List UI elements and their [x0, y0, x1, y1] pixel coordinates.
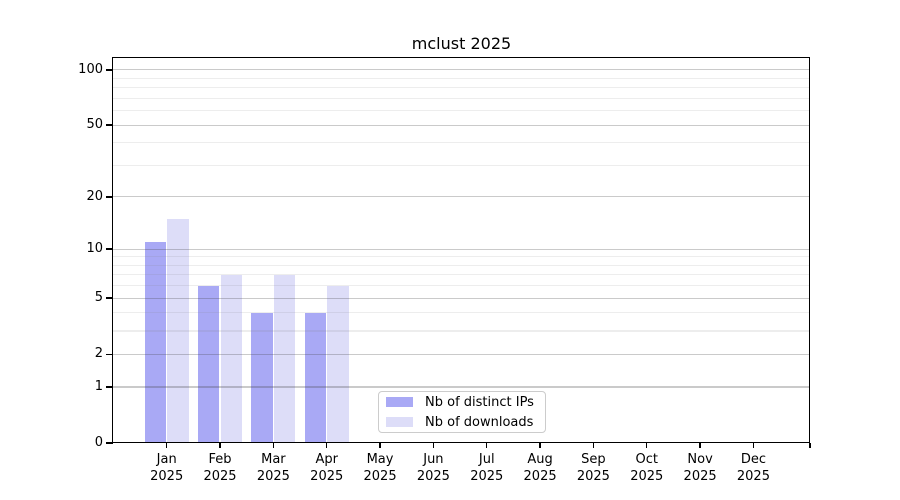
- x-tick-label-year-oct: 2025: [630, 468, 664, 484]
- x-tick-label-month-aug: Aug: [527, 452, 553, 467]
- bar-nb-of-distinct-ips-feb: [198, 285, 220, 443]
- x-tick-label-oct: Oct 2025: [607, 452, 687, 485]
- x-tick-apr: [326, 443, 328, 448]
- y-tick-label-10: 10: [86, 241, 103, 257]
- y-tick-label-5: 5: [94, 290, 103, 306]
- x-tick-label-month-feb: Feb: [208, 452, 232, 467]
- x-tick-label-month-jul: Jul: [478, 452, 495, 467]
- x-tick-label-feb: Feb 2025: [180, 452, 260, 485]
- x-tick-right-edge: [809, 443, 811, 448]
- y-tick-label-1: 1: [94, 378, 103, 394]
- x-tick-label-year-dec: 2025: [736, 468, 770, 484]
- x-tick-label-jan: Jan 2025: [127, 452, 207, 485]
- bar-nb-of-downloads-mar: [273, 274, 296, 443]
- x-tick-jun: [432, 443, 435, 448]
- x-tick-label-year-aug: 2025: [523, 468, 557, 484]
- y-tick-label-2: 2: [94, 346, 103, 362]
- chart-title: mclust 2025: [411, 34, 512, 53]
- legend-swatch-distinct-ips: [386, 397, 413, 407]
- y-tick-0: [106, 442, 113, 444]
- minor-gridline-y-60: [113, 110, 810, 112]
- y-tick-2: [106, 353, 113, 355]
- bar-nb-of-downloads-apr: [327, 285, 349, 443]
- legend-item-downloads: Nb of downloads: [386, 412, 545, 432]
- x-tick-label-month-mar: Mar: [261, 452, 286, 467]
- bar-nb-of-downloads-jan: [167, 218, 189, 443]
- x-tick-feb: [219, 443, 221, 448]
- bar-nb-of-distinct-ips-apr: [304, 312, 327, 443]
- x-tick-label-jun: Jun 2025: [393, 452, 473, 485]
- y-tick-20: [106, 196, 113, 198]
- x-tick-label-year-apr: 2025: [310, 468, 344, 484]
- y-tick-50: [106, 124, 113, 126]
- x-tick-label-jul: Jul 2025: [447, 452, 527, 485]
- x-tick-label-aug: Aug 2025: [500, 452, 580, 485]
- x-tick-label-year-jul: 2025: [470, 468, 504, 484]
- x-tick-label-apr: Apr 2025: [287, 452, 367, 485]
- minor-gridline-y-9: [113, 256, 810, 258]
- x-tick-label-month-sep: Sep: [581, 452, 606, 467]
- y-tick-5: [106, 297, 113, 299]
- major-gridline-y-100: [113, 69, 810, 71]
- x-tick-sep: [592, 443, 595, 448]
- x-tick-label-month-jan: Jan: [156, 452, 177, 467]
- minor-gridline-y-30: [113, 164, 810, 166]
- legend-label-downloads: Nb of downloads: [425, 414, 534, 430]
- x-tick-label-month-nov: Nov: [687, 452, 713, 467]
- y-tick-label-50: 50: [86, 117, 103, 133]
- x-tick-label-nov: Nov 2025: [660, 452, 740, 485]
- x-tick-label-year-mar: 2025: [256, 468, 290, 484]
- legend-swatch-downloads: [386, 417, 413, 427]
- x-tick-nov: [699, 443, 701, 448]
- x-tick-dec: [752, 443, 755, 448]
- x-tick-label-year-jan: 2025: [150, 468, 184, 484]
- x-tick-label-year-sep: 2025: [576, 468, 610, 484]
- major-gridline-y-20: [113, 196, 810, 198]
- major-gridline-y-50: [113, 124, 810, 126]
- bar-nb-of-downloads-feb: [220, 274, 243, 443]
- x-tick-label-month-jun: Jun: [423, 452, 444, 467]
- legend: Nb of distinct IPs Nb of downloads: [378, 391, 546, 433]
- x-tick-label-sep: Sep 2025: [553, 452, 633, 485]
- x-tick-label-may: May 2025: [340, 452, 420, 485]
- y-tick-10: [106, 248, 113, 250]
- x-tick-label-dec: Dec 2025: [713, 452, 793, 485]
- major-gridline-y-10: [113, 248, 810, 250]
- y-tick-label-20: 20: [86, 188, 103, 204]
- x-tick-label-year-feb: 2025: [203, 468, 237, 484]
- minor-gridline-y-7: [113, 274, 810, 276]
- x-tick-jan: [166, 443, 168, 448]
- y-tick-1: [106, 386, 113, 388]
- legend-item-distinct-ips: Nb of distinct IPs: [386, 392, 545, 412]
- minor-gridline-y-8: [113, 264, 810, 266]
- minor-gridline-y-70: [113, 97, 810, 99]
- x-tick-may: [379, 443, 381, 448]
- x-tick-label-month-oct: Oct: [635, 452, 658, 467]
- x-tick-label-month-apr: Apr: [315, 452, 338, 467]
- x-tick-label-month-dec: Dec: [740, 452, 767, 467]
- y-tick-label-0: 0: [94, 435, 103, 450]
- minor-gridline-y-40: [113, 142, 810, 144]
- minor-gridline-y-90: [113, 77, 810, 79]
- legend-label-distinct-ips: Nb of distinct IPs: [425, 394, 534, 410]
- minor-gridline-y-80: [113, 87, 810, 89]
- x-tick-label-year-may: 2025: [363, 468, 397, 484]
- plot-area: [113, 58, 810, 443]
- x-tick-jul: [486, 443, 488, 448]
- y-tick-label-100: 100: [78, 61, 103, 77]
- bar-nb-of-distinct-ips-jan: [144, 242, 167, 443]
- x-tick-label-year-nov: 2025: [683, 468, 717, 484]
- y-tick-100: [106, 69, 113, 71]
- x-tick-label-month-may: May: [366, 452, 394, 467]
- x-tick-label-mar: Mar 2025: [233, 452, 313, 485]
- x-tick-label-year-jun: 2025: [416, 468, 450, 484]
- x-tick-oct: [646, 443, 648, 448]
- x-tick-aug: [539, 443, 541, 448]
- bar-nb-of-distinct-ips-mar: [251, 312, 273, 443]
- x-tick-mar: [272, 443, 275, 448]
